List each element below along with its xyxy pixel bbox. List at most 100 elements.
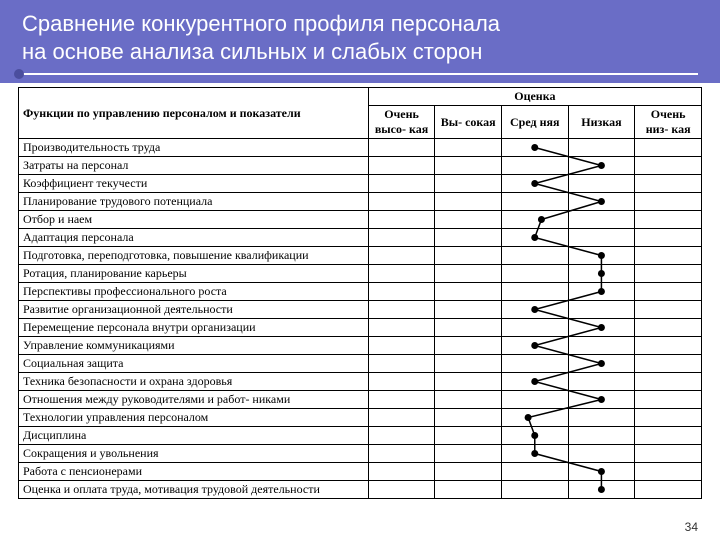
page-number: 34: [685, 520, 698, 534]
th-rating-2: Сред няя: [501, 106, 568, 139]
rating-cell: [435, 283, 502, 301]
rating-cell: [368, 427, 435, 445]
title-line-2: на основе анализа сильных и слабых сторо…: [22, 39, 482, 64]
rating-cell: [368, 391, 435, 409]
row-label: Социальная защита: [19, 355, 369, 373]
row-label: Коэффициент текучести: [19, 175, 369, 193]
rating-cell: [368, 355, 435, 373]
rating-cell: [635, 337, 702, 355]
table-row: Отбор и наем: [19, 211, 702, 229]
rating-cell: [435, 319, 502, 337]
rating-cell: [368, 445, 435, 463]
rating-cell: [501, 139, 568, 157]
rating-cell: [568, 229, 635, 247]
rating-cell: [435, 229, 502, 247]
th-functions: Функции по управлению персоналом и показ…: [19, 88, 369, 139]
rating-cell: [568, 265, 635, 283]
rating-cell: [501, 355, 568, 373]
rating-cell: [501, 427, 568, 445]
th-rating-group: Оценка: [368, 88, 701, 106]
rating-cell: [501, 229, 568, 247]
rating-cell: [501, 157, 568, 175]
row-label: Перемещение персонала внутри организации: [19, 319, 369, 337]
rating-cell: [368, 265, 435, 283]
th-rating-3: Низкая: [568, 106, 635, 139]
rating-cell: [435, 391, 502, 409]
rating-cell: [501, 301, 568, 319]
rating-cell: [435, 373, 502, 391]
row-label: Оценка и оплата труда, мотивация трудово…: [19, 481, 369, 499]
rating-cell: [568, 139, 635, 157]
rating-cell: [635, 319, 702, 337]
rating-cell: [568, 337, 635, 355]
rating-cell: [501, 193, 568, 211]
rating-cell: [635, 229, 702, 247]
content-area: Функции по управлению персоналом и показ…: [0, 83, 720, 499]
rating-cell: [501, 319, 568, 337]
title-line-1: Сравнение конкурентного профиля персонал…: [22, 11, 500, 36]
row-label: Адаптация персонала: [19, 229, 369, 247]
rating-cell: [435, 301, 502, 319]
rating-cell: [435, 337, 502, 355]
th-rating-1: Вы- сокая: [435, 106, 502, 139]
rating-cell: [635, 193, 702, 211]
rating-cell: [568, 373, 635, 391]
rating-cell: [368, 319, 435, 337]
table-row: Ротация, планирование карьеры: [19, 265, 702, 283]
table-row: Производительность труда: [19, 139, 702, 157]
th-rating-4: Очень низ- кая: [635, 106, 702, 139]
rating-cell: [635, 157, 702, 175]
rating-cell: [501, 283, 568, 301]
row-label: Развитие организационной деятельности: [19, 301, 369, 319]
rating-cell: [368, 139, 435, 157]
rating-cell: [635, 463, 702, 481]
table-row: Отношения между руководителями и работ- …: [19, 391, 702, 409]
row-label: Отбор и наем: [19, 211, 369, 229]
rating-cell: [635, 355, 702, 373]
slide-header: Сравнение конкурентного профиля персонал…: [0, 0, 720, 83]
table-row: Технологии управления персоналом: [19, 409, 702, 427]
rating-cell: [368, 337, 435, 355]
table-row: Техника безопасности и охрана здоровья: [19, 373, 702, 391]
profile-table: Функции по управлению персоналом и показ…: [18, 87, 702, 499]
rating-cell: [435, 157, 502, 175]
rating-cell: [435, 175, 502, 193]
rating-cell: [568, 193, 635, 211]
header-underline: [22, 73, 698, 75]
rating-cell: [635, 265, 702, 283]
rating-cell: [501, 265, 568, 283]
rating-cell: [635, 283, 702, 301]
table-row: Социальная защита: [19, 355, 702, 373]
table-row: Перемещение персонала внутри организации: [19, 319, 702, 337]
rating-cell: [501, 373, 568, 391]
rating-cell: [435, 193, 502, 211]
table-row: Коэффициент текучести: [19, 175, 702, 193]
rating-cell: [368, 409, 435, 427]
th-rating-0: Очень высо- кая: [368, 106, 435, 139]
row-label: Перспективы профессионального роста: [19, 283, 369, 301]
rating-cell: [501, 391, 568, 409]
rating-cell: [635, 427, 702, 445]
rating-cell: [568, 211, 635, 229]
rating-cell: [635, 139, 702, 157]
row-label: Дисциплина: [19, 427, 369, 445]
rating-cell: [435, 211, 502, 229]
rating-cell: [635, 409, 702, 427]
table-row: Дисциплина: [19, 427, 702, 445]
row-label: Технологии управления персоналом: [19, 409, 369, 427]
rating-cell: [635, 445, 702, 463]
rating-cell: [568, 355, 635, 373]
rating-cell: [435, 427, 502, 445]
rating-cell: [568, 157, 635, 175]
rating-cell: [501, 247, 568, 265]
rating-cell: [435, 247, 502, 265]
table-row: Планирование трудового потенциала: [19, 193, 702, 211]
table-row: Подготовка, переподготовка, повышение кв…: [19, 247, 702, 265]
rating-cell: [368, 301, 435, 319]
rating-cell: [568, 445, 635, 463]
table-row: Управление коммуникациями: [19, 337, 702, 355]
row-label: Сокращения и увольнения: [19, 445, 369, 463]
row-label: Управление коммуникациями: [19, 337, 369, 355]
rating-cell: [435, 139, 502, 157]
rating-cell: [368, 193, 435, 211]
